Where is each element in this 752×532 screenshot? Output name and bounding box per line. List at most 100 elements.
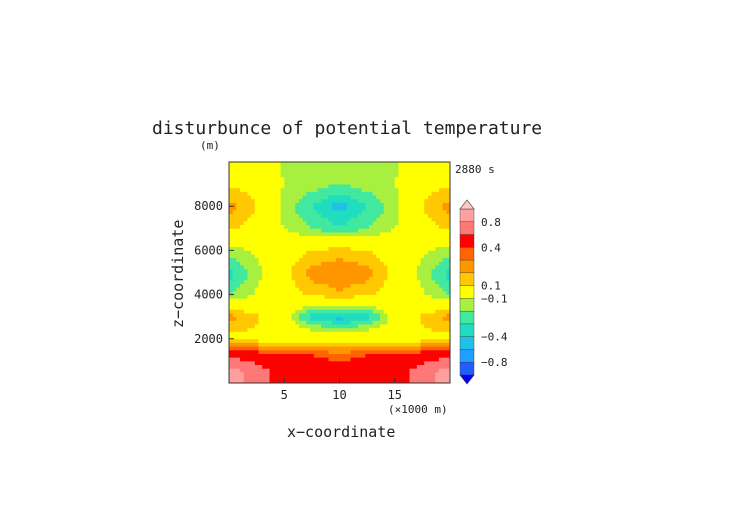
contour-cell: [431, 250, 436, 255]
contour-cell: [284, 231, 289, 237]
contour-cell: [258, 268, 263, 273]
contour-cell: [398, 301, 403, 307]
contour-cell: [446, 228, 451, 233]
contour-cell: [276, 187, 281, 192]
contour-cell: [391, 346, 396, 351]
contour-cell: [383, 290, 388, 295]
contour-cell: [420, 379, 425, 384]
contour-cell: [413, 250, 418, 255]
contour-cell: [394, 327, 399, 332]
contour-cell: [427, 316, 432, 321]
contour-cell: [376, 342, 381, 347]
contour-cell: [269, 313, 274, 318]
contour-cell: [317, 202, 322, 207]
contour-cell: [291, 246, 296, 251]
contour-cell: [262, 375, 267, 380]
contour-cell: [424, 287, 429, 292]
contour-cell: [435, 231, 440, 237]
contour-cell: [321, 305, 326, 310]
contour-cell: [413, 246, 418, 251]
contour-cell: [291, 254, 296, 259]
contour-cell: [229, 206, 234, 211]
contour-cell: [365, 316, 370, 321]
contour-cell: [424, 290, 429, 295]
contour-cell: [335, 301, 340, 307]
contour-cell: [243, 309, 248, 314]
contour-cell: [284, 313, 289, 318]
contour-cell: [280, 254, 285, 259]
contour-cell: [354, 162, 359, 167]
contour-cell: [284, 290, 289, 295]
contour-cell: [357, 346, 362, 351]
contour-cell: [391, 379, 396, 384]
contour-cell: [240, 220, 245, 226]
contour-cell: [295, 235, 300, 240]
contour-cell: [387, 272, 392, 277]
contour-cell: [446, 279, 451, 284]
contour-cell: [287, 305, 293, 310]
contour-cell: [240, 338, 245, 343]
contour-cell: [258, 371, 263, 377]
contour-cell: [328, 305, 333, 310]
contour-cell: [413, 184, 418, 189]
contour-cell: [409, 324, 414, 329]
contour-cell: [391, 313, 396, 318]
contour-cell: [276, 231, 281, 237]
contour-cell: [357, 320, 362, 325]
contour-cell: [402, 368, 407, 373]
contour-cell: [295, 316, 300, 321]
contour-cell: [380, 316, 385, 321]
contour-cell: [335, 368, 340, 373]
contour-cell: [402, 313, 407, 318]
contour-cell: [280, 176, 285, 181]
contour-cell: [295, 287, 300, 292]
contour-cell: [380, 231, 385, 237]
contour-cell: [361, 198, 366, 203]
contour-cell: [350, 360, 355, 365]
contour-cell: [258, 162, 263, 167]
contour-cell: [424, 169, 429, 174]
contour-cell: [438, 360, 444, 365]
contour-cell: [372, 357, 377, 362]
contour-cell: [409, 346, 414, 351]
contour-cell: [394, 231, 399, 237]
contour-cell: [339, 327, 344, 332]
contour-cell: [354, 342, 359, 347]
contour-cell: [357, 360, 362, 365]
contour-cell: [387, 180, 392, 185]
contour-cell: [383, 301, 388, 307]
contour-cell: [251, 169, 256, 174]
contour-cell: [328, 316, 333, 321]
contour-cell: [302, 324, 307, 329]
contour-cell: [328, 228, 333, 233]
contour-cell: [446, 261, 451, 266]
contour-cell: [416, 184, 421, 189]
contour-cell: [368, 349, 374, 354]
contour-cell: [247, 268, 252, 273]
contour-cell: [361, 209, 366, 214]
contour-cell: [387, 195, 392, 200]
contour-cell: [346, 213, 351, 218]
contour-cell: [291, 320, 296, 325]
contour-cell: [251, 220, 256, 226]
contour-cell: [416, 364, 421, 369]
contour-cell: [361, 331, 366, 336]
contour-cell: [313, 202, 318, 207]
contour-cell: [398, 180, 403, 185]
contour-cell: [332, 331, 337, 336]
contour-cell: [365, 309, 370, 314]
contour-cell: [243, 335, 248, 340]
contour-cell: [346, 246, 351, 251]
contour-cell: [394, 176, 399, 181]
contour-cell: [258, 209, 263, 214]
contour-cell: [302, 180, 307, 185]
contour-cell: [435, 305, 440, 310]
contour-cell: [265, 180, 270, 185]
contour-cell: [240, 375, 245, 380]
contour-cell: [258, 379, 263, 384]
contour-cell: [291, 305, 296, 310]
contour-cell: [298, 290, 304, 295]
contour-cell: [438, 364, 444, 369]
contour-cell: [350, 187, 355, 192]
contour-cell: [229, 276, 234, 281]
